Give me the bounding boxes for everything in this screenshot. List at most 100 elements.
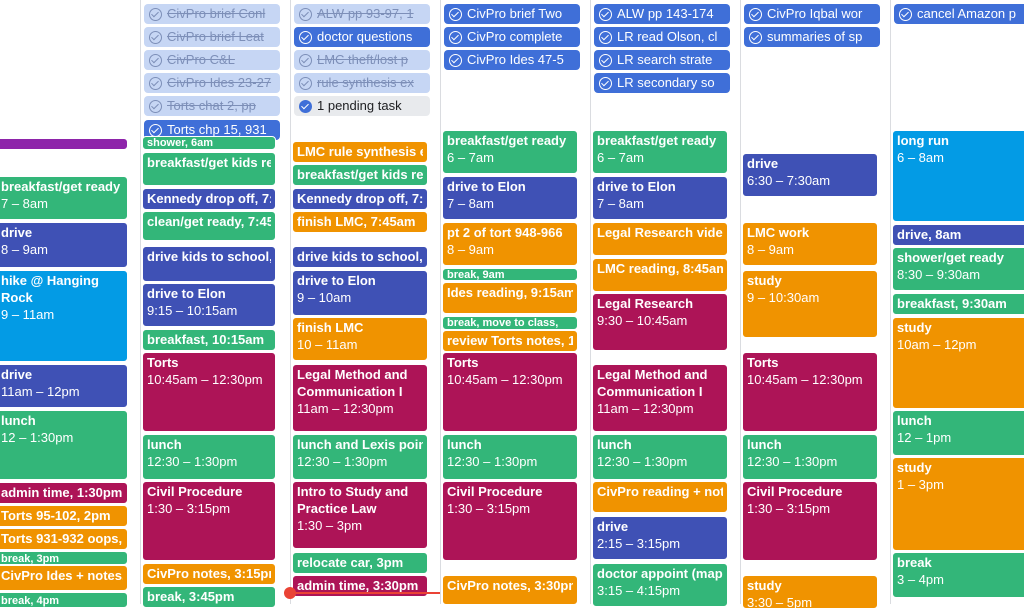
check-icon [299, 8, 312, 21]
event[interactable]: study 1 – 3pm [892, 457, 1024, 551]
event[interactable]: lunch 12:30 – 1:30pm [442, 434, 578, 480]
event[interactable]: Legal Research 9:30 – 10:45am [592, 293, 728, 351]
event[interactable]: break, 9am [442, 268, 578, 281]
event[interactable]: breakfast/get ready 7 – 8am [0, 176, 128, 220]
task-chip[interactable]: CivPro Ides 47-5 [444, 50, 580, 70]
task-chip[interactable]: CivPro Iqbal wor [744, 4, 880, 24]
event[interactable]: Legal Method and Communication I 11am – 1… [292, 364, 428, 432]
task-chip[interactable]: CivPro Ides 23-27 [144, 73, 280, 93]
event[interactable]: finish LMC, 7:45am [292, 211, 428, 233]
task-chip[interactable]: ALW pp 93-97, 1 [294, 4, 430, 24]
event[interactable]: LMC reading, 8:45am [592, 258, 728, 292]
event[interactable]: lunch 12 – 1pm [892, 410, 1024, 456]
event[interactable]: breakfast, 10:15am [142, 329, 276, 351]
event[interactable]: breakfast, 9:30am [892, 293, 1024, 315]
event[interactable]: admin time, 1:30pm [0, 482, 128, 504]
task-chip[interactable]: LR secondary so [594, 73, 730, 93]
task-chip[interactable]: LR search strate [594, 50, 730, 70]
task-chip[interactable]: Torts chp 15, 931 [144, 120, 280, 140]
check-icon [749, 8, 762, 21]
task-chip[interactable]: CivPro brief Leat [144, 27, 280, 47]
event[interactable]: drive 8 – 9am [0, 222, 128, 268]
event[interactable]: drive 2:15 – 3:15pm [592, 516, 728, 560]
task-chip[interactable]: LMC theft/lost p [294, 50, 430, 70]
event[interactable]: review Torts notes, 1 [442, 330, 578, 352]
check-icon [599, 31, 612, 44]
event[interactable]: CivPro reading + not [592, 481, 728, 513]
event[interactable]: Torts 931-932 oops, [0, 528, 128, 550]
event[interactable]: shower/get ready 8:30 – 9:30am [892, 247, 1024, 291]
check-icon [149, 100, 162, 113]
event[interactable]: relocate car, 3pm [292, 552, 428, 574]
task-chip[interactable]: doctor questions [294, 27, 430, 47]
task-chip[interactable]: CivPro brief Conl [144, 4, 280, 24]
event[interactable]: Torts 10:45am – 12:30pm [742, 352, 878, 432]
event[interactable]: long run 6 – 8am [892, 130, 1024, 222]
event[interactable]: breakfast/get kids re [142, 152, 276, 186]
event[interactable]: breakfast/get kids re [292, 164, 428, 186]
event[interactable]: drive to Elon 7 – 8am [592, 176, 728, 220]
task-chip[interactable]: ALW pp 143-174 [594, 4, 730, 24]
event[interactable]: lunch 12:30 – 1:30pm [142, 434, 276, 480]
check-icon [449, 31, 462, 44]
event[interactable]: study 9 – 10:30am [742, 270, 878, 338]
event[interactable]: drive to Elon 9:15 – 10:15am [142, 283, 276, 327]
event[interactable]: Ides reading, 9:15am [442, 282, 578, 314]
event[interactable]: Civil Procedure 1:30 – 3:15pm [742, 481, 878, 561]
pending-tasks-chip[interactable]: 1 pending task [294, 96, 430, 116]
event[interactable]: breakfast/get ready 6 – 7am [592, 130, 728, 174]
event[interactable]: Kennedy drop off, 7: [292, 188, 428, 210]
event[interactable]: finish LMC 10 – 11am [292, 317, 428, 361]
event[interactable]: hike @ Hanging Rock 9 – 11am [0, 270, 128, 362]
event[interactable]: clean/get ready, 7:45 [142, 211, 276, 241]
event[interactable]: shower, 6am [142, 136, 276, 150]
event[interactable]: lunch 12:30 – 1:30pm [592, 434, 728, 480]
task-chip[interactable]: CivPro complete [444, 27, 580, 47]
event[interactable]: break, 3pm [0, 551, 128, 565]
task-chip[interactable]: Torts chat 2, pp [144, 96, 280, 116]
event[interactable]: Civil Procedure 1:30 – 3:15pm [442, 481, 578, 561]
event[interactable]: drive 6:30 – 7:30am [742, 153, 878, 197]
task-chip[interactable]: CivPro brief Two [444, 4, 580, 24]
event[interactable]: Torts 10:45am – 12:30pm [142, 352, 276, 432]
event[interactable]: break, 4pm [0, 592, 128, 608]
event[interactable]: Torts 95-102, 2pm [0, 505, 128, 527]
task-chip[interactable]: cancel Amazon p [894, 4, 1024, 24]
event[interactable]: lunch and Lexis poin 12:30 – 1:30pm [292, 434, 428, 480]
day-column-1: CivPro brief Conl CivPro brief Leat CivP… [140, 0, 291, 608]
event[interactable]: study 10am – 12pm [892, 317, 1024, 409]
check-icon [299, 31, 312, 44]
task-chip[interactable]: LR read Olson, cl [594, 27, 730, 47]
event[interactable]: drive kids to school, [292, 246, 428, 268]
event[interactable]: break 3 – 4pm [892, 552, 1024, 598]
event[interactable]: CivPro Ides + notes, [0, 565, 128, 591]
check-icon [149, 54, 162, 67]
event[interactable] [0, 138, 128, 150]
event[interactable]: Legal Research vide [592, 222, 728, 256]
event[interactable]: Torts 10:45am – 12:30pm [442, 352, 578, 432]
task-chip[interactable]: rule synthesis ex [294, 73, 430, 93]
event[interactable]: drive kids to school, [142, 246, 276, 282]
event[interactable]: break, move to class, [442, 316, 578, 330]
event[interactable]: LMC rule synthesis e [292, 141, 428, 163]
event[interactable]: pt 2 of tort 948-966 8 – 9am [442, 222, 578, 266]
event[interactable]: LMC work 8 – 9am [742, 222, 878, 266]
event[interactable]: Civil Procedure 1:30 – 3:15pm [142, 481, 276, 561]
event[interactable]: doctor appoint (map 3:15 – 4:15pm [592, 563, 728, 607]
event[interactable]: break, 3:45pm [142, 586, 276, 608]
event[interactable]: drive to Elon 7 – 8am [442, 176, 578, 220]
event[interactable]: Legal Method and Communication I 11am – 1… [592, 364, 728, 432]
event[interactable]: lunch 12:30 – 1:30pm [742, 434, 878, 480]
event[interactable]: breakfast/get ready 6 – 7am [442, 130, 578, 174]
event[interactable]: lunch 12 – 1:30pm [0, 410, 128, 480]
event[interactable]: Kennedy drop off, 7: [142, 188, 276, 210]
task-chip[interactable]: summaries of sp [744, 27, 880, 47]
event[interactable]: drive 11am – 12pm [0, 364, 128, 408]
event[interactable]: admin time, 3:30pm [292, 575, 428, 597]
event[interactable]: CivPro notes, 3:30pm [442, 575, 578, 605]
event[interactable]: drive, 8am [892, 224, 1024, 246]
event[interactable]: CivPro notes, 3:15pm [142, 563, 276, 585]
task-chip[interactable]: CivPro C&L [144, 50, 280, 70]
event[interactable]: drive to Elon 9 – 10am [292, 270, 428, 316]
event[interactable]: Intro to Study and Practice Law 1:30 – 3p… [292, 481, 428, 549]
